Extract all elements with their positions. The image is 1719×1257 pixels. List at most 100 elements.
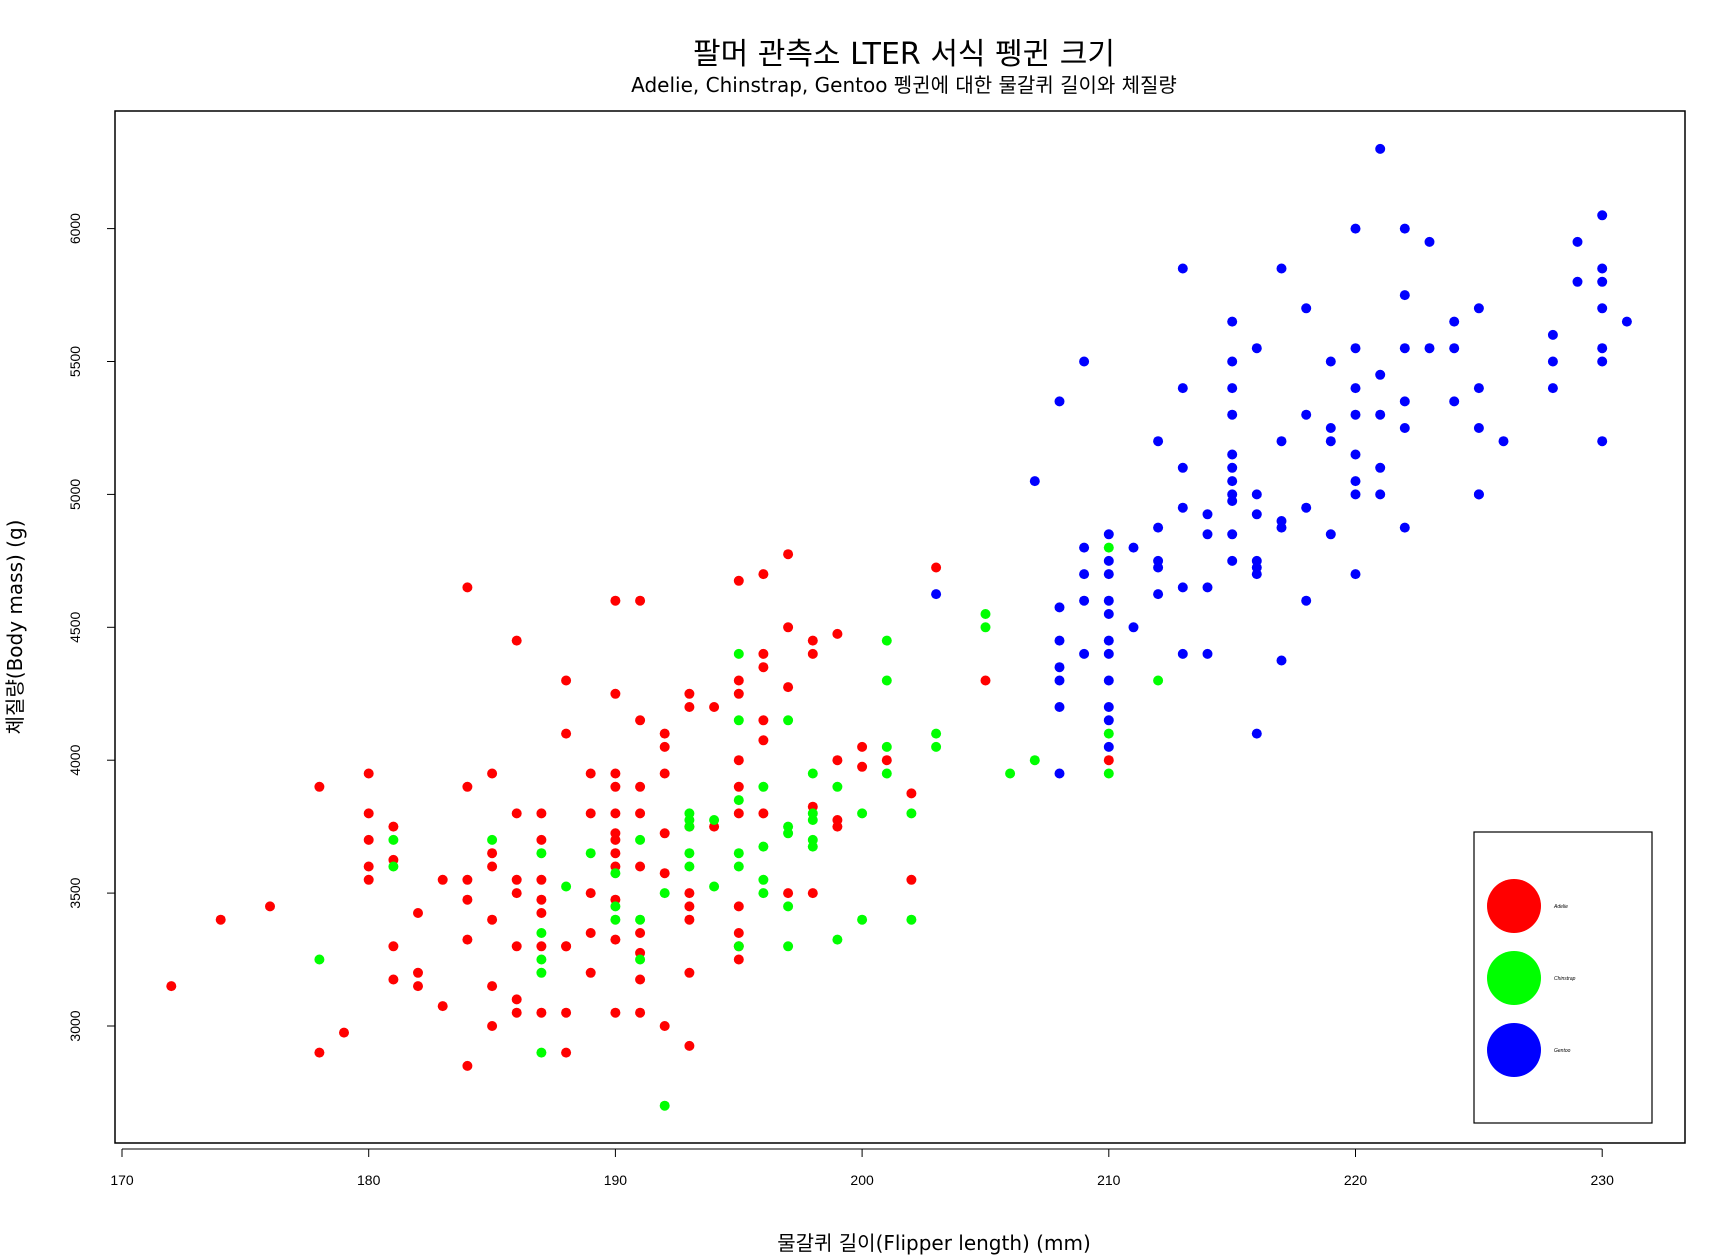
data-point-gentoo <box>1202 509 1213 520</box>
data-point-chinstrap <box>980 622 991 633</box>
data-point-gentoo <box>1128 542 1139 553</box>
data-point-chinstrap <box>733 861 744 872</box>
data-point-gentoo <box>1227 555 1238 566</box>
data-point-chinstrap <box>758 781 769 792</box>
data-point-chinstrap <box>758 874 769 885</box>
data-point-adelie <box>388 974 399 985</box>
data-point-chinstrap <box>783 828 794 839</box>
data-point-adelie <box>635 1007 646 1018</box>
data-point-adelie <box>635 861 646 872</box>
data-point-chinstrap <box>733 941 744 952</box>
data-point-adelie <box>166 981 177 992</box>
data-point-adelie <box>659 828 670 839</box>
data-point-gentoo <box>1325 529 1336 540</box>
data-point-chinstrap <box>610 914 621 925</box>
data-point-adelie <box>363 861 374 872</box>
data-point-gentoo <box>1128 622 1139 633</box>
data-point-gentoo <box>1079 542 1090 553</box>
data-point-adelie <box>684 967 695 978</box>
data-point-adelie <box>758 648 769 659</box>
data-point-chinstrap <box>881 741 892 752</box>
data-point-adelie <box>561 1007 572 1018</box>
data-point-gentoo <box>1350 383 1361 394</box>
data-point-gentoo <box>1103 648 1114 659</box>
data-point-gentoo <box>1177 648 1188 659</box>
data-point-adelie <box>635 715 646 726</box>
data-point-adelie <box>511 1007 522 1018</box>
data-point-gentoo <box>1103 741 1114 752</box>
x-tick-label: 210 <box>1097 1172 1121 1188</box>
data-point-gentoo <box>1103 595 1114 606</box>
x-axis-label: 물갈퀴 길이(Flipper length) (mm) <box>777 1231 1091 1255</box>
data-point-gentoo <box>1399 423 1410 433</box>
data-point-gentoo <box>1202 529 1213 540</box>
data-point-gentoo <box>1251 569 1262 580</box>
data-point-chinstrap <box>610 901 621 912</box>
data-point-gentoo <box>1597 210 1608 221</box>
data-point-gentoo <box>1177 502 1188 513</box>
data-point-chinstrap <box>807 768 818 779</box>
data-point-gentoo <box>1029 476 1040 487</box>
data-point-adelie <box>536 894 547 905</box>
data-point-adelie <box>733 755 744 766</box>
data-point-chinstrap <box>709 881 720 892</box>
data-point-adelie <box>684 688 695 699</box>
data-point-gentoo <box>1597 263 1608 274</box>
data-point-adelie <box>635 928 646 938</box>
data-point-gentoo <box>1473 303 1484 314</box>
data-point-chinstrap <box>807 841 818 852</box>
data-point-adelie <box>906 788 917 799</box>
legend-label-chinstrap: Chinstrap <box>1554 976 1576 982</box>
data-point-adelie <box>363 808 374 819</box>
data-point-gentoo <box>1227 462 1238 473</box>
data-point-adelie <box>437 1001 448 1012</box>
data-point-gentoo <box>1276 436 1287 447</box>
data-point-adelie <box>635 974 646 985</box>
data-point-gentoo <box>1597 303 1608 314</box>
y-tick-label: 4500 <box>67 612 83 643</box>
data-point-chinstrap <box>610 868 621 879</box>
data-point-adelie <box>931 562 942 573</box>
data-point-gentoo <box>1054 662 1065 673</box>
data-point-chinstrap <box>314 954 325 965</box>
data-point-gentoo <box>1276 263 1287 274</box>
data-point-chinstrap <box>659 1100 670 1111</box>
data-point-adelie <box>758 735 769 746</box>
data-point-gentoo <box>1473 423 1484 433</box>
data-point-chinstrap <box>536 928 547 938</box>
data-point-gentoo <box>1301 303 1312 314</box>
data-point-adelie <box>462 894 473 905</box>
legend-label-adelie: Adelie <box>1553 904 1568 910</box>
data-point-adelie <box>462 781 473 792</box>
data-point-gentoo <box>1177 582 1188 593</box>
data-point-gentoo <box>1301 409 1312 420</box>
data-point-gentoo <box>1103 555 1114 566</box>
data-point-chinstrap <box>783 715 794 726</box>
data-point-adelie <box>610 768 621 779</box>
data-point-gentoo <box>1547 329 1558 340</box>
data-point-gentoo <box>1350 476 1361 487</box>
data-point-gentoo <box>1251 489 1262 500</box>
data-point-adelie <box>388 941 399 952</box>
data-point-adelie <box>487 914 498 925</box>
data-point-adelie <box>585 768 596 779</box>
data-point-adelie <box>635 808 646 819</box>
data-point-adelie <box>536 808 547 819</box>
data-point-gentoo <box>1597 356 1608 367</box>
data-point-adelie <box>462 934 473 945</box>
data-point-gentoo <box>1054 635 1065 646</box>
data-point-adelie <box>758 662 769 673</box>
data-points <box>166 143 1632 1111</box>
data-point-gentoo <box>931 589 942 600</box>
data-point-gentoo <box>1054 702 1065 712</box>
data-point-gentoo <box>1054 675 1065 686</box>
data-point-gentoo <box>1399 343 1410 354</box>
data-point-chinstrap <box>1005 768 1016 779</box>
y-axis-label: 체질량(Body mass) (g) <box>3 520 27 735</box>
data-point-gentoo <box>1350 343 1361 354</box>
data-point-adelie <box>783 622 794 633</box>
data-point-chinstrap <box>388 834 399 845</box>
data-point-gentoo <box>1103 715 1114 726</box>
data-point-chinstrap <box>1153 675 1164 686</box>
